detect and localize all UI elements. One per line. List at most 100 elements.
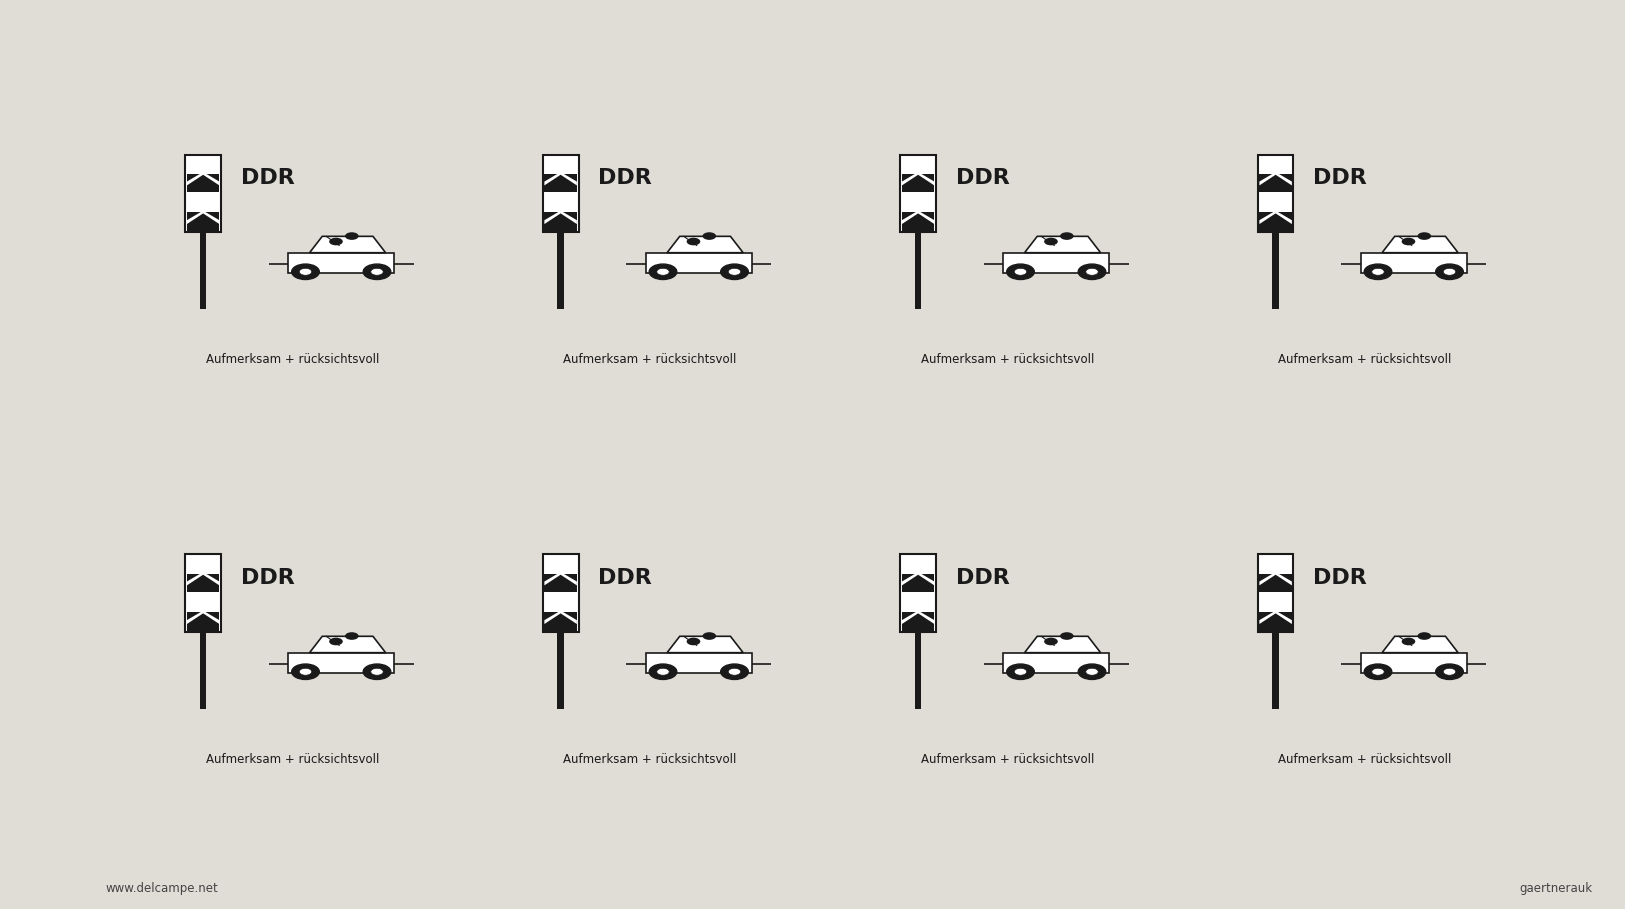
Circle shape xyxy=(1045,237,1058,245)
Bar xyxy=(915,232,921,309)
Polygon shape xyxy=(1259,611,1292,624)
Circle shape xyxy=(364,265,392,280)
Text: Aufmerksam + rücksichtsvoll: Aufmerksam + rücksichtsvoll xyxy=(1279,753,1451,765)
Circle shape xyxy=(1060,233,1074,240)
Circle shape xyxy=(1365,265,1391,280)
Polygon shape xyxy=(1025,636,1100,653)
Bar xyxy=(1259,213,1292,231)
Circle shape xyxy=(1008,664,1035,680)
Text: DDR: DDR xyxy=(1313,567,1367,588)
Circle shape xyxy=(1086,668,1098,675)
Polygon shape xyxy=(902,211,934,225)
Bar xyxy=(1272,632,1279,709)
Bar xyxy=(1259,174,1292,193)
Circle shape xyxy=(687,237,700,245)
Circle shape xyxy=(1060,633,1074,640)
Polygon shape xyxy=(309,636,385,653)
Polygon shape xyxy=(187,172,219,185)
Text: Aufmerksam + rücksichtsvoll: Aufmerksam + rücksichtsvoll xyxy=(921,753,1094,765)
Polygon shape xyxy=(544,611,577,624)
Bar xyxy=(902,613,934,631)
Bar xyxy=(557,232,564,309)
Circle shape xyxy=(1079,664,1105,680)
Circle shape xyxy=(650,265,678,280)
Bar xyxy=(902,174,934,193)
Bar xyxy=(543,155,578,232)
Bar xyxy=(1362,653,1467,673)
Bar xyxy=(647,253,752,273)
Circle shape xyxy=(702,233,717,240)
Circle shape xyxy=(1443,668,1456,675)
Circle shape xyxy=(299,668,312,675)
Circle shape xyxy=(1372,668,1384,675)
Polygon shape xyxy=(187,211,219,225)
Bar xyxy=(185,554,221,632)
Text: www.delcampe.net: www.delcampe.net xyxy=(106,883,218,895)
Bar xyxy=(187,574,219,593)
Circle shape xyxy=(1365,664,1391,680)
Circle shape xyxy=(292,265,318,280)
Circle shape xyxy=(330,237,343,245)
Bar xyxy=(200,632,206,709)
Bar xyxy=(915,632,921,709)
Polygon shape xyxy=(1259,572,1292,585)
Circle shape xyxy=(370,268,383,275)
Polygon shape xyxy=(668,236,743,253)
Text: DDR: DDR xyxy=(1313,167,1367,188)
Bar xyxy=(289,653,395,673)
Circle shape xyxy=(1014,268,1027,275)
Bar xyxy=(187,213,219,231)
Polygon shape xyxy=(902,172,934,185)
Bar xyxy=(900,554,936,632)
Polygon shape xyxy=(1025,236,1100,253)
Bar xyxy=(544,613,577,631)
Bar xyxy=(544,213,577,231)
Bar xyxy=(1004,653,1110,673)
Polygon shape xyxy=(902,572,934,585)
Circle shape xyxy=(722,664,749,680)
Circle shape xyxy=(1417,633,1432,640)
Bar xyxy=(1272,232,1279,309)
Polygon shape xyxy=(544,172,577,185)
Bar xyxy=(544,574,577,593)
Circle shape xyxy=(1086,268,1098,275)
Bar xyxy=(1362,253,1467,273)
Polygon shape xyxy=(544,572,577,585)
Circle shape xyxy=(1045,638,1058,645)
Circle shape xyxy=(1402,237,1415,245)
Bar xyxy=(187,613,219,631)
Circle shape xyxy=(1436,265,1464,280)
Bar xyxy=(1259,613,1292,631)
Text: Aufmerksam + rücksichtsvoll: Aufmerksam + rücksichtsvoll xyxy=(564,753,736,765)
Text: Aufmerksam + rücksichtsvoll: Aufmerksam + rücksichtsvoll xyxy=(206,353,379,365)
Text: DDR: DDR xyxy=(598,567,652,588)
Polygon shape xyxy=(902,611,934,624)
Circle shape xyxy=(1008,265,1035,280)
Circle shape xyxy=(656,268,669,275)
Bar xyxy=(185,155,221,232)
Bar xyxy=(1259,574,1292,593)
Circle shape xyxy=(1402,638,1415,645)
Bar xyxy=(187,174,219,193)
Text: DDR: DDR xyxy=(956,567,1009,588)
Circle shape xyxy=(650,664,678,680)
Bar xyxy=(902,574,934,593)
Bar xyxy=(1004,253,1110,273)
Text: gaertnerauk: gaertnerauk xyxy=(1519,883,1592,895)
Circle shape xyxy=(344,633,359,640)
Bar xyxy=(544,174,577,193)
Bar xyxy=(289,253,395,273)
Circle shape xyxy=(728,668,741,675)
Circle shape xyxy=(656,668,669,675)
Polygon shape xyxy=(544,211,577,225)
Circle shape xyxy=(1436,664,1464,680)
Bar xyxy=(902,213,934,231)
Circle shape xyxy=(702,633,717,640)
Circle shape xyxy=(728,268,741,275)
Circle shape xyxy=(1417,233,1432,240)
Polygon shape xyxy=(187,611,219,624)
Bar xyxy=(1258,155,1294,232)
Circle shape xyxy=(344,233,359,240)
Bar xyxy=(200,232,206,309)
Polygon shape xyxy=(187,572,219,585)
